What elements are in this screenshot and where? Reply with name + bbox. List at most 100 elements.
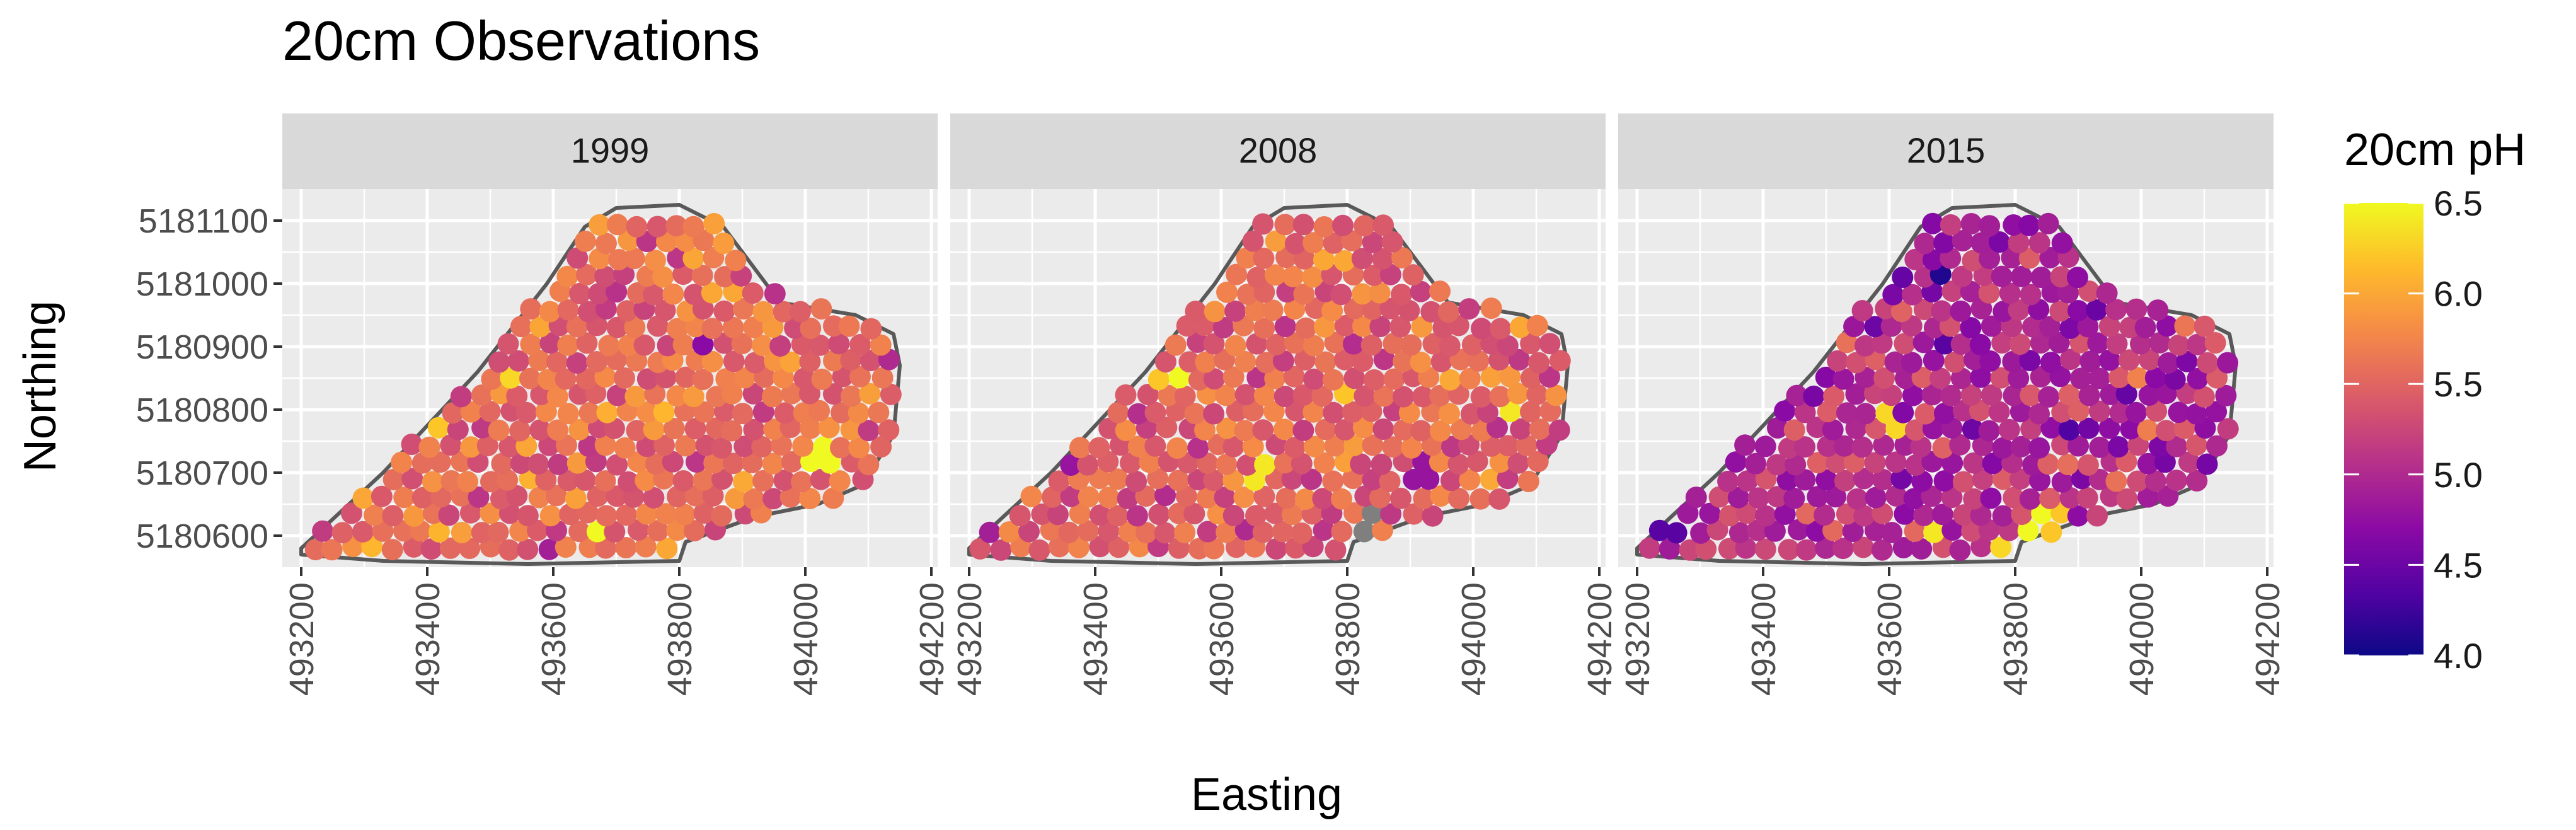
observation-point	[743, 488, 765, 510]
observation-point	[1118, 521, 1140, 543]
observation-point	[1253, 485, 1275, 507]
observation-point	[715, 368, 737, 390]
observation-point	[868, 401, 890, 424]
observation-point	[1914, 233, 1936, 255]
observation-point	[1988, 231, 2010, 253]
observation-point	[1795, 502, 1817, 524]
observation-point	[644, 250, 666, 272]
observation-point	[598, 335, 620, 357]
observation-point	[1283, 366, 1305, 388]
chart-title: 20cm Observations	[282, 9, 760, 72]
observation-point	[636, 503, 658, 525]
observation-point	[1352, 315, 1374, 337]
observation-point	[460, 436, 482, 458]
observation-point	[2010, 401, 2032, 423]
observation-point	[539, 301, 561, 323]
observation-point	[529, 419, 551, 441]
x-tick-label: 493800	[1997, 582, 2035, 696]
observation-point	[1391, 284, 1412, 306]
observation-point	[1992, 505, 2014, 527]
observation-point	[1274, 452, 1296, 474]
observation-point	[595, 537, 617, 559]
observation-point	[2051, 471, 2073, 493]
observation-point	[711, 505, 733, 527]
observation-point	[979, 521, 1001, 543]
observation-point	[1854, 403, 1877, 425]
observation-point	[1430, 485, 1452, 507]
observation-point	[1115, 384, 1137, 406]
observation-point	[604, 521, 626, 543]
observation-point	[429, 451, 451, 473]
observation-point	[822, 383, 844, 405]
observation-point	[528, 349, 550, 371]
observation-point	[578, 402, 601, 424]
observation-point	[2010, 468, 2032, 490]
observation-point	[1372, 418, 1394, 440]
observation-point	[596, 401, 618, 424]
observation-point	[2059, 487, 2081, 509]
observation-point	[1234, 420, 1256, 442]
observation-point	[528, 487, 550, 509]
observation-point	[1188, 538, 1210, 560]
observation-point	[1979, 350, 2001, 372]
observation-point	[667, 318, 689, 340]
observation-point	[1745, 452, 1766, 475]
observation-point	[692, 333, 714, 355]
observation-point	[594, 470, 616, 492]
observation-point	[2051, 232, 2073, 254]
observation-point	[1265, 538, 1287, 560]
observation-point	[1154, 485, 1176, 507]
observation-point	[1334, 419, 1356, 441]
observation-point	[742, 282, 764, 304]
observation-point	[1281, 468, 1303, 490]
observation-point	[1422, 505, 1444, 527]
x-tick-label: 493600	[535, 582, 573, 696]
observation-point	[595, 505, 618, 527]
observation-point	[1913, 504, 1935, 526]
observation-point	[1402, 264, 1424, 286]
observation-point	[1932, 437, 1954, 459]
observation-point	[1294, 488, 1316, 510]
observation-point	[838, 315, 860, 337]
observation-point	[1933, 232, 1955, 254]
observation-point	[1706, 519, 1728, 541]
observation-point	[722, 316, 744, 338]
observation-point	[500, 367, 522, 389]
observation-point	[1922, 249, 1944, 271]
observation-point	[1284, 332, 1306, 354]
observation-point	[1325, 539, 1347, 561]
observation-point	[1529, 418, 1551, 440]
observation-point	[1174, 385, 1196, 407]
observation-point	[1293, 283, 1315, 305]
observation-point	[635, 470, 657, 492]
observation-point	[1136, 522, 1158, 544]
observation-point	[2050, 266, 2072, 288]
observation-point	[1853, 468, 1875, 490]
observation-point	[880, 383, 902, 405]
observation-point	[2139, 349, 2160, 371]
observation-point	[1929, 367, 1952, 389]
observation-point	[1216, 521, 1238, 543]
observation-point	[1659, 538, 1681, 560]
observation-point	[1301, 468, 1323, 490]
observation-point	[1372, 248, 1394, 270]
observation-point	[2137, 419, 2159, 441]
observation-point	[340, 502, 362, 524]
observation-point	[2127, 470, 2149, 492]
facet-panels: 1999 493200 493400 493600 493800 494000 494200…	[282, 113, 2287, 696]
observation-point	[1166, 437, 1188, 459]
observation-point	[1949, 434, 1971, 456]
observation-point	[1304, 297, 1326, 319]
observation-point	[1931, 300, 1953, 322]
observation-point	[2215, 384, 2237, 406]
observation-point	[1992, 437, 2014, 459]
observation-point	[2197, 352, 2219, 374]
observation-point	[1489, 386, 1511, 408]
observation-point	[1291, 452, 1313, 475]
observation-point	[578, 301, 599, 323]
observation-point	[2086, 299, 2108, 321]
observation-point	[665, 215, 687, 237]
observation-point	[1774, 503, 1796, 525]
observation-point	[595, 233, 617, 255]
observation-point	[1783, 487, 1805, 509]
